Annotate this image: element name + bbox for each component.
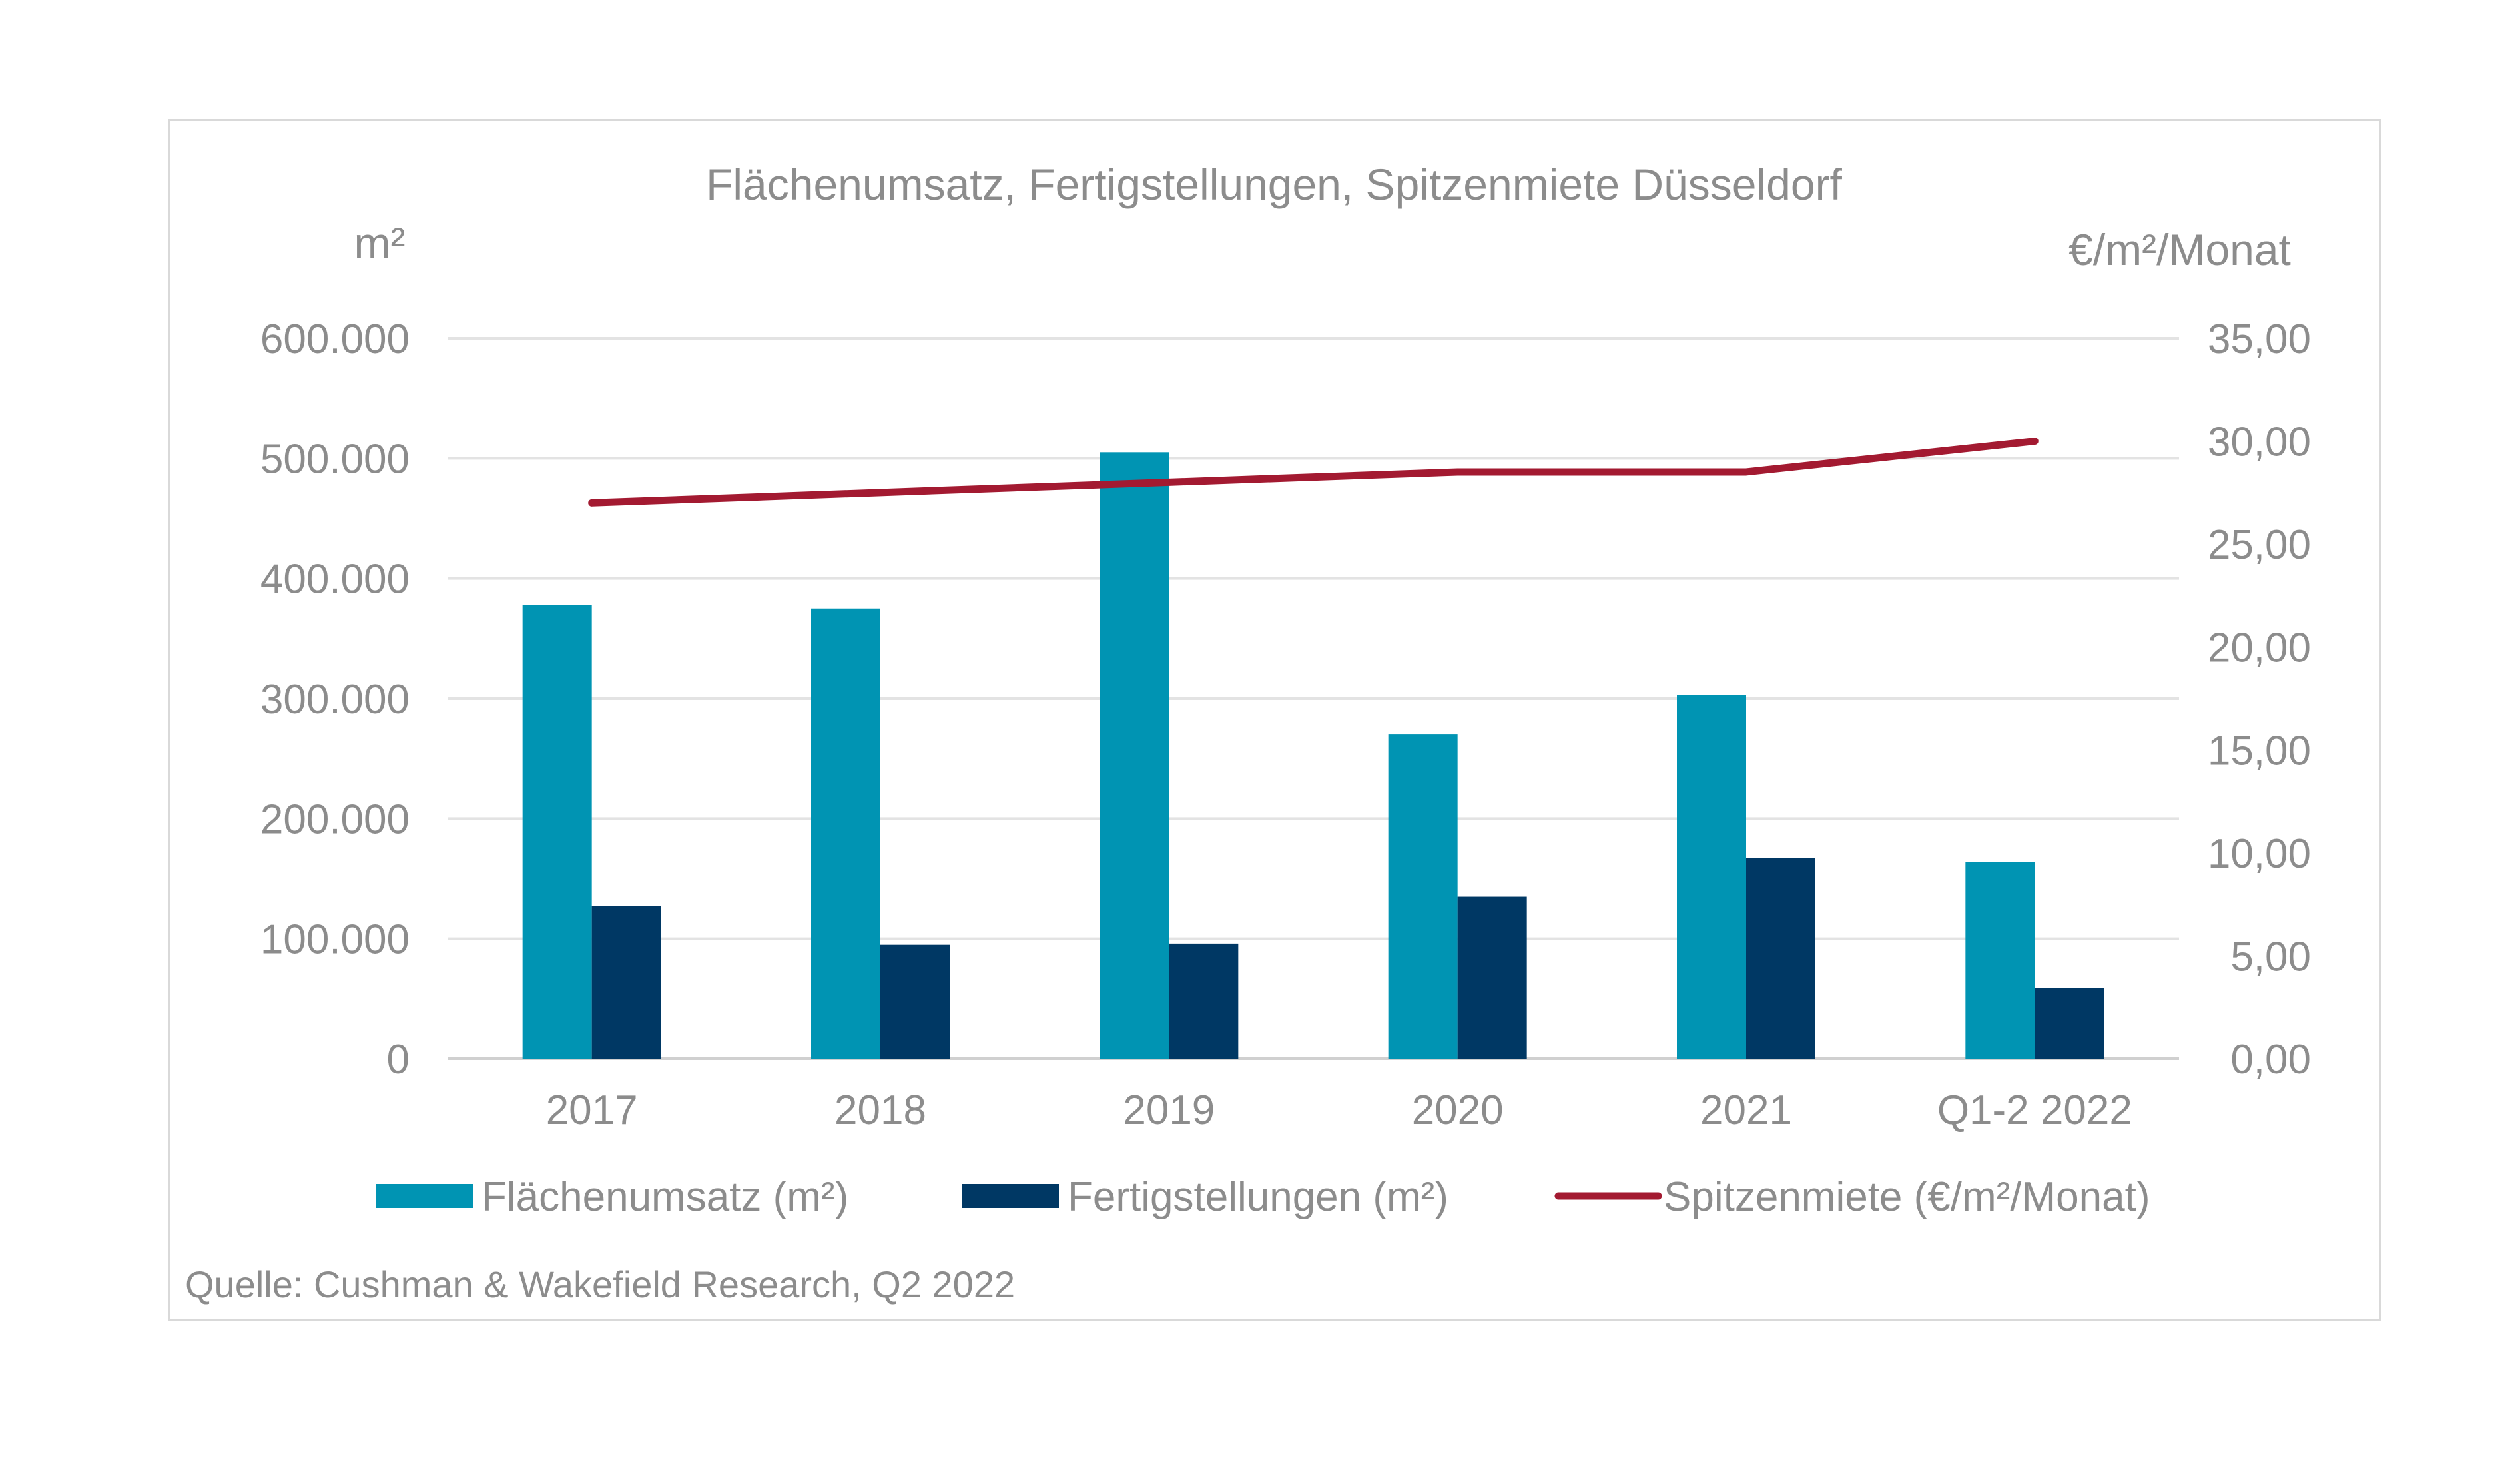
x-tick-label: Q1-2 2022 <box>1937 1087 2132 1133</box>
chart-frame <box>168 119 2381 1321</box>
bar-fertigstellungen <box>1169 943 1239 1059</box>
y-right-tick-label: 35,00 <box>2208 316 2311 362</box>
x-tick-label: 2018 <box>834 1087 926 1133</box>
legend-item: Flächenumsatz (m²) <box>376 1174 848 1220</box>
line-spitzenmiete <box>588 438 2039 507</box>
y-left-tick-label: 300.000 <box>260 677 410 723</box>
x-tick-label: 2017 <box>546 1087 638 1133</box>
y-left-tick-label: 100.000 <box>260 917 410 963</box>
y-right-tick-label: 20,00 <box>2208 625 2311 671</box>
legend-swatch <box>376 1184 473 1208</box>
y-left-tick-label: 500.000 <box>260 436 410 482</box>
bar-flaechenumsatz <box>811 608 880 1059</box>
bar-flaechenumsatz <box>1388 734 1458 1059</box>
x-tick-label: 2020 <box>1412 1087 1504 1133</box>
legend-item: Fertigstellungen (m²) <box>962 1174 1448 1220</box>
legend-swatch <box>962 1184 1059 1208</box>
bar-flaechenumsatz <box>1100 452 1169 1059</box>
line-series <box>588 438 2039 507</box>
y-left-tick-label: 0 <box>387 1037 410 1083</box>
bar-fertigstellungen <box>591 906 661 1059</box>
y-right-tick-label: 0,00 <box>2230 1037 2311 1083</box>
legend-label: Fertigstellungen (m²) <box>1068 1174 1448 1220</box>
bar-flaechenumsatz <box>1965 862 2035 1059</box>
gridlines <box>448 337 2179 1060</box>
legend-item: Spitzenmiete (€/m²/Monat) <box>1554 1174 2150 1220</box>
y-right-tick-label: 25,00 <box>2208 522 2311 568</box>
legend-label: Spitzenmiete (€/m²/Monat) <box>1664 1174 2150 1220</box>
legend-label: Flächenumsatz (m²) <box>481 1174 848 1220</box>
y-left-tick-label: 400.000 <box>260 557 410 603</box>
bar-fertigstellungen <box>880 944 950 1059</box>
y-right-tick-label: 10,00 <box>2208 831 2311 877</box>
y-left-tick-label: 600.000 <box>260 316 410 362</box>
legend: Flächenumsatz (m²) Fertigstellungen (m²) S… <box>376 1174 2150 1220</box>
y-right-tick-label: 5,00 <box>2230 934 2311 980</box>
y-right-tick-label: 30,00 <box>2208 420 2311 465</box>
y-right-axis-label: €/m²/Monat <box>2068 225 2291 274</box>
bar-flaechenumsatz <box>1677 695 1746 1059</box>
bar-fertigstellungen <box>1746 858 1815 1059</box>
bar-fertigstellungen <box>2035 988 2104 1059</box>
bar-flaechenumsatz <box>522 605 592 1059</box>
bar-fertigstellungen <box>1457 896 1527 1059</box>
x-tick-label: 2019 <box>1123 1087 1215 1133</box>
x-tick-label: 2021 <box>1700 1087 1792 1133</box>
y-right-tick-label: 15,00 <box>2208 728 2311 774</box>
source-note: Quelle: Cushman & Wakefield Research, Q2… <box>185 1263 1015 1305</box>
bars <box>522 452 2104 1059</box>
y-left-tick-label: 200.000 <box>260 796 410 842</box>
chart-title: Flächenumsatz, Fertigstellungen, Spitzen… <box>706 160 1842 209</box>
y-left-axis-label: m² <box>354 218 406 268</box>
axes: 0 100.000 200.000 300.000 400.000 500.000 600.… <box>260 316 2311 1133</box>
